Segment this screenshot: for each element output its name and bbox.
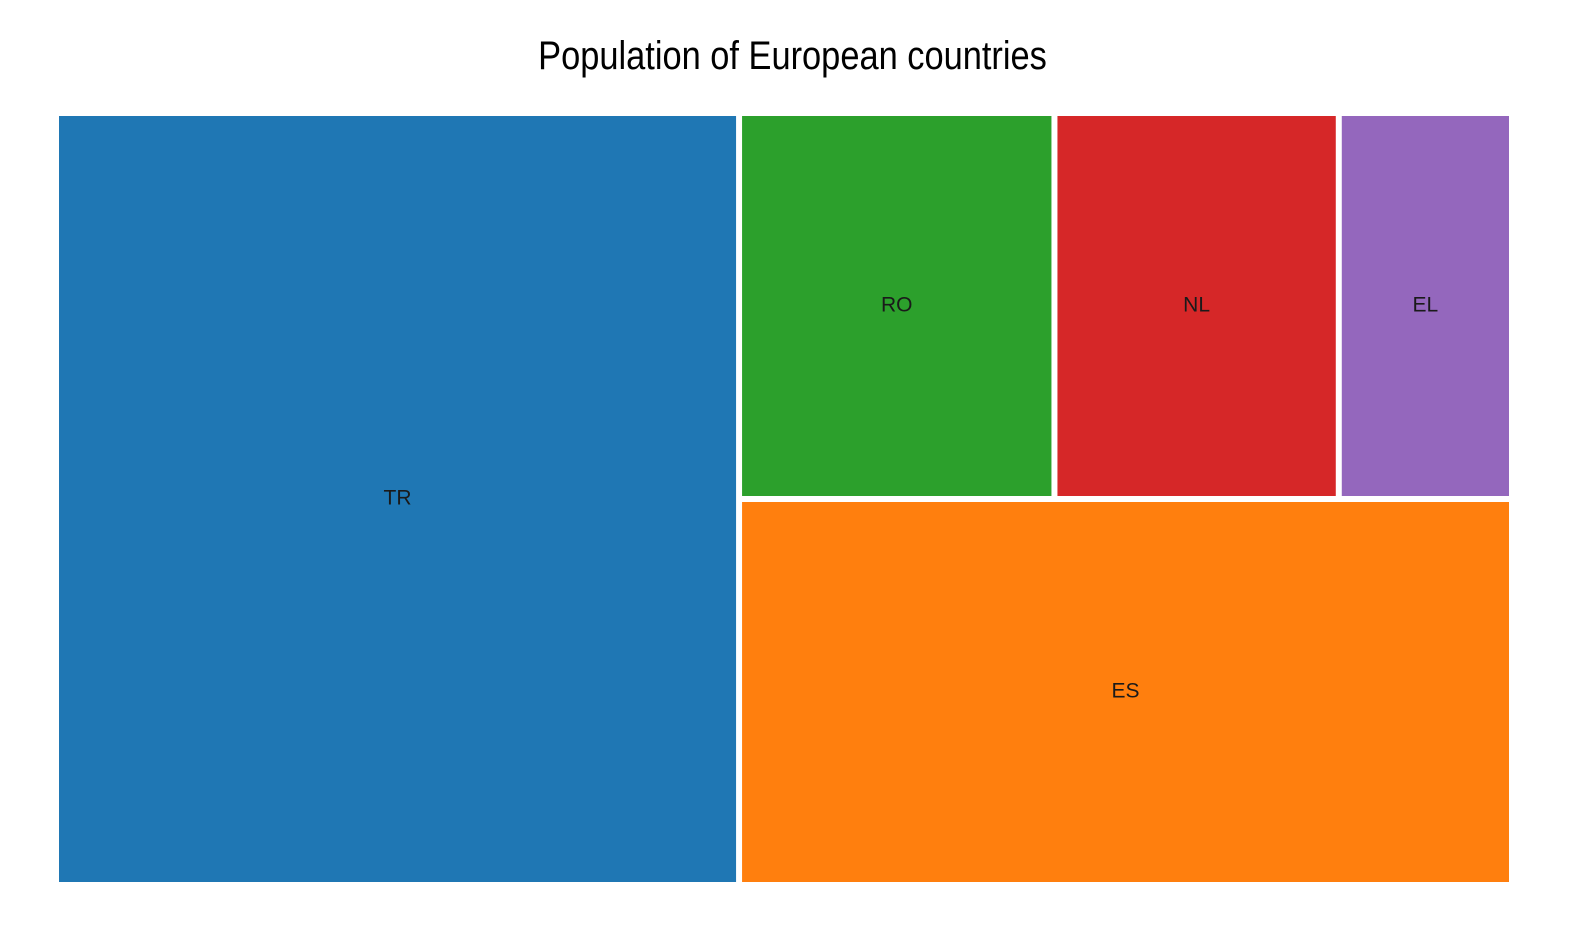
tile-el: EL [1341,116,1509,496]
tile-tr: TR [59,116,737,882]
tile-rect-ro [742,116,1052,496]
tile-rect-el [1341,116,1509,496]
tile-es: ES [742,502,1509,882]
chart-title: Population of European countries [538,34,1047,78]
tile-rect-tr [59,116,737,882]
tile-label-tr: TR [384,487,412,510]
tile-rect-nl [1057,116,1336,496]
tile-label-nl: NL [1183,294,1210,317]
tile-nl: NL [1057,116,1336,496]
tile-ro: RO [742,116,1052,496]
tile-rect-es [742,502,1509,882]
tile-label-el: EL [1413,294,1439,317]
tile-label-ro: RO [881,294,913,317]
tile-label-es: ES [1112,680,1140,703]
